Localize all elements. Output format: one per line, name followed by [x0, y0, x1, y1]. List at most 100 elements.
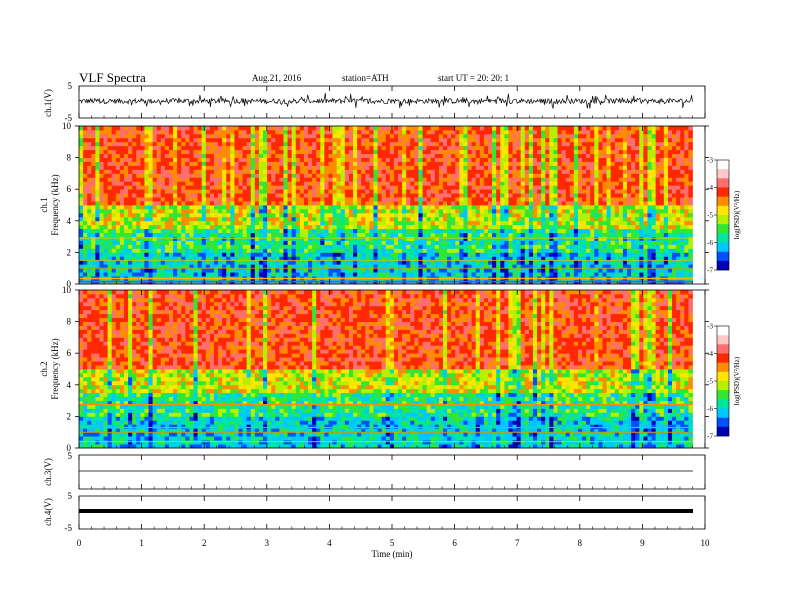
spectrogram-cell [373, 252, 378, 257]
spectrogram-cell [418, 149, 423, 155]
spectrogram-cell [426, 272, 432, 277]
spectrogram-cell [140, 141, 145, 147]
spectrogram-cell [107, 212, 113, 218]
spectrogram-cell [340, 264, 346, 269]
spectrogram-cell [152, 185, 158, 190]
spectrogram-cell [213, 137, 219, 143]
spectrogram-cell [218, 244, 223, 249]
spectrogram-cell [128, 185, 133, 190]
spectrogram-cell [516, 137, 522, 143]
spectrogram-cell [79, 201, 84, 206]
spectrogram-cell [471, 145, 477, 151]
spectrogram-cell [258, 252, 264, 257]
spectrogram-cell [83, 220, 88, 226]
spectrogram-cell [459, 232, 464, 237]
spectrogram-cell [389, 145, 395, 151]
spectrogram-cell [348, 126, 354, 131]
spectrogram-cell [173, 153, 178, 158]
spectrogram-cell [381, 268, 387, 273]
spectrogram-cell [193, 133, 199, 139]
spectrogram-cell [340, 193, 346, 198]
spectrogram-cell [512, 181, 518, 186]
spectrogram-cell [492, 268, 497, 273]
spectrogram-cell [254, 153, 260, 158]
spectrogram-cell [410, 244, 415, 249]
spectrogram-cell [128, 205, 133, 210]
spectrogram-cell [320, 248, 325, 253]
spectrogram-cell [561, 189, 567, 194]
spectrogram-cell [291, 272, 297, 277]
spectrogram-cell [451, 137, 456, 143]
spectrogram-cell [520, 201, 526, 206]
spectrogram-cell [218, 133, 223, 139]
spectrogram-cell [365, 161, 370, 166]
spectrogram-cell [455, 129, 460, 135]
spectrogram-cell [344, 268, 350, 273]
spectrogram-cell [283, 216, 288, 222]
spectrogram-cell [201, 129, 207, 135]
spectrogram-cell [561, 201, 567, 206]
spectrogram-cell [303, 216, 309, 222]
spectrogram-cell [512, 126, 518, 131]
spectrogram-cell [246, 145, 252, 151]
spectrogram-cell [471, 268, 477, 273]
spectrogram-cell [541, 177, 546, 182]
spectrogram-cell [528, 224, 534, 230]
figure-title: VLF Spectra [79, 70, 146, 85]
spectrogram-cell [185, 193, 190, 198]
spectrogram-cell [467, 252, 473, 257]
spectrogram-cell [123, 248, 129, 253]
spectrogram-cell [222, 133, 227, 139]
spectrogram-cell [541, 141, 546, 147]
spectrogram-cell [263, 212, 268, 218]
spectrogram-cell [164, 149, 170, 155]
spectrogram-cell [136, 208, 141, 214]
spectrogram-cell [369, 173, 374, 178]
spectrogram-cell [340, 153, 346, 158]
spectrogram-cell [181, 248, 186, 253]
spectrogram-cell [545, 185, 550, 190]
spectrogram-cell [443, 126, 448, 131]
spectrogram-cell [119, 169, 125, 174]
spectrogram-cell [263, 228, 268, 234]
spectrogram-cell [524, 216, 530, 222]
spectrogram-cell [451, 165, 456, 170]
spectrogram-cell [79, 244, 84, 249]
spectrogram-cell [434, 272, 440, 277]
spectrogram-cell [487, 153, 493, 158]
spectrogram-cell [520, 141, 526, 147]
spectrogram-cell [234, 169, 239, 174]
spectrogram-cell [426, 165, 432, 170]
spectrogram-cell [496, 212, 501, 218]
spectrogram-cell [103, 220, 109, 226]
spectrogram-cell [541, 181, 546, 186]
spectrogram-cell [377, 129, 383, 135]
spectrogram-cell [267, 141, 272, 147]
spectrogram-cell [197, 248, 203, 253]
spectrogram-cell [520, 252, 526, 257]
spectrogram-cell [512, 264, 518, 269]
spectrogram-cell [308, 228, 313, 234]
spectrogram-cell [402, 165, 407, 170]
spectrogram-cell [283, 181, 288, 186]
spectrogram-cell [487, 145, 493, 151]
spectrogram-cell [295, 177, 301, 182]
spectrogram-cell [324, 126, 329, 131]
spectrogram-cell [569, 224, 575, 230]
spectrogram-cell [332, 169, 338, 174]
spectrogram-cell [471, 216, 477, 222]
spectrogram-cell [213, 244, 219, 249]
spectrogram-cell [467, 272, 473, 277]
spectrogram-cell [361, 252, 366, 257]
spectrogram-cell [299, 185, 305, 190]
spectrogram-cell [426, 220, 432, 226]
spectrogram-cell [332, 177, 338, 182]
spectrogram-cell [537, 165, 542, 170]
spectrogram-cell [532, 189, 538, 194]
spectrogram-cell [193, 272, 199, 277]
spectrogram-cell [271, 189, 276, 194]
spectrogram-cell [357, 244, 362, 249]
spectrogram-cell [377, 232, 383, 237]
spectrogram-cell [549, 232, 554, 237]
spectrogram-cell [459, 220, 464, 226]
